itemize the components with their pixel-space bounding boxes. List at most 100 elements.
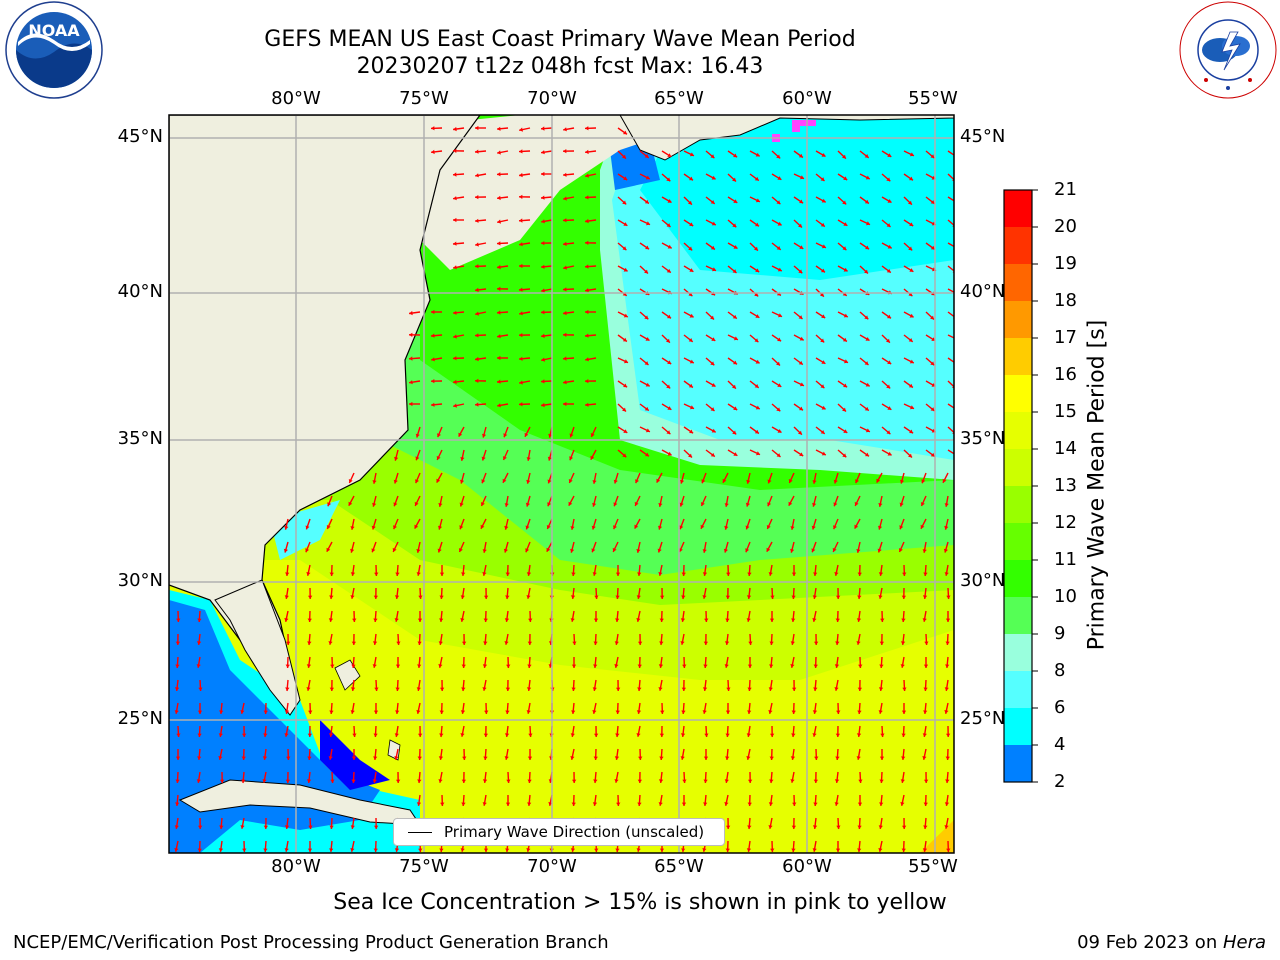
wave-arrow-head <box>504 756 509 760</box>
wave-arrow-head <box>482 779 488 783</box>
wave-arrow-head <box>878 503 883 507</box>
wave-arrow-head <box>431 149 435 155</box>
wave-arrow-head <box>821 244 826 249</box>
wave-arrow-head <box>541 126 545 131</box>
wave-arrow-head <box>638 641 643 645</box>
wave-arrow-head <box>241 779 246 783</box>
wave-arrow-head <box>615 618 620 622</box>
wave-arrow-head <box>636 595 641 599</box>
wave-arrow-head <box>240 825 245 829</box>
wave-arrow-head <box>777 221 782 226</box>
wave-arrow-head <box>680 618 686 622</box>
colorbar-swatch <box>1004 375 1032 412</box>
wave-arrow-head <box>681 595 686 599</box>
wave-arrow-head <box>747 664 753 668</box>
wave-arrow-head <box>658 802 663 806</box>
wave-arrow-head <box>777 337 782 342</box>
wave-arrow-head <box>504 525 509 530</box>
wave-arrow-head <box>306 687 311 691</box>
wave-arrow-head <box>755 405 760 410</box>
wave-arrow-head <box>546 547 551 552</box>
wave-arrow-head <box>645 452 649 457</box>
wave-arrow-head <box>880 733 885 737</box>
wave-arrow-head <box>372 502 377 507</box>
wave-arrow-head <box>842 154 846 159</box>
wave-arrow-head <box>900 802 905 806</box>
wave-arrow-head <box>453 172 457 177</box>
wave-arrow-head <box>799 245 804 249</box>
colorbar-swatch <box>1004 227 1032 264</box>
colorbar-swatch <box>1004 560 1032 597</box>
wave-arrow-head <box>414 501 419 506</box>
wave-arrow-head <box>746 479 751 484</box>
wave-arrow-head <box>688 383 693 388</box>
wave-arrow-head <box>680 479 685 484</box>
wave-arrow-head <box>842 453 847 458</box>
wave-arrow-head <box>856 756 861 760</box>
wave-arrow-head <box>460 457 465 461</box>
wave-arrow-head <box>541 264 545 269</box>
wave-arrow-head <box>475 378 479 383</box>
wave-arrow-head <box>286 756 291 760</box>
wave-arrow-head <box>791 618 796 622</box>
wave-arrow-head <box>519 149 523 154</box>
wave-arrow-head <box>666 384 671 389</box>
wave-arrow-head <box>373 710 379 714</box>
wave-arrow-head <box>767 502 772 507</box>
wave-arrow-head <box>944 710 949 714</box>
wave-arrow-head <box>409 356 413 361</box>
wave-arrow-head <box>307 848 313 852</box>
wave-arrow-head <box>711 428 716 433</box>
wave-arrow-head <box>910 405 914 410</box>
wave-arrow-head <box>747 802 752 806</box>
wave-arrow-head <box>613 479 618 484</box>
wave-arrow-head <box>900 479 905 484</box>
wave-arrow-head <box>418 595 423 599</box>
wave-arrow-head <box>284 825 290 829</box>
wave-arrow-head <box>240 710 245 714</box>
wave-arrow-head <box>437 433 441 438</box>
wave-arrow-head <box>777 429 782 433</box>
lat-label-right: 25°N <box>960 708 1006 729</box>
wave-arrow-head <box>777 383 782 387</box>
wave-arrow-head <box>475 149 479 154</box>
wave-arrow-head <box>372 641 378 645</box>
wave-arrow-head <box>755 268 760 272</box>
wave-arrow-head <box>395 710 400 714</box>
wave-arrow-head <box>438 664 443 668</box>
wave-arrow-head <box>689 313 694 318</box>
colorbar-swatch <box>1004 708 1032 745</box>
wave-arrow-head <box>722 478 727 483</box>
wave-arrow-head <box>519 194 523 199</box>
wave-arrow-head <box>519 311 523 316</box>
wave-arrow-head <box>174 710 179 714</box>
wave-arrow-head <box>733 360 737 365</box>
wave-arrow-head <box>436 478 441 483</box>
wave-arrow-head <box>833 502 838 507</box>
wave-arrow-head <box>726 687 731 691</box>
wave-arrow-head <box>453 148 457 153</box>
wave-arrow-head <box>944 825 949 829</box>
wave-arrow-head <box>594 595 599 599</box>
wave-arrow-head <box>623 222 628 226</box>
wave-arrow-shaft <box>947 265 954 272</box>
wave-arrow-head <box>878 825 883 829</box>
wave-arrow-head <box>645 428 650 433</box>
wave-arrow-head <box>414 524 419 529</box>
wave-arrow-head <box>593 779 598 783</box>
wave-arrow-head <box>330 779 335 783</box>
wave-arrow-head <box>527 802 532 806</box>
wave-arrow-head <box>196 641 202 645</box>
wave-arrow-head <box>283 548 288 553</box>
wave-arrow-head <box>541 310 545 315</box>
wave-arrow-head <box>689 176 693 181</box>
wave-arrow-head <box>416 802 422 806</box>
wave-arrow-head <box>943 548 948 553</box>
wave-arrow-head <box>733 406 738 410</box>
wave-arrow-head <box>453 217 457 223</box>
wave-arrow-head <box>658 572 663 576</box>
wave-arrow-head <box>262 756 268 760</box>
wave-arrow-head <box>483 848 489 852</box>
wave-arrow-head <box>592 710 597 714</box>
wave-arrow-head <box>284 525 289 530</box>
